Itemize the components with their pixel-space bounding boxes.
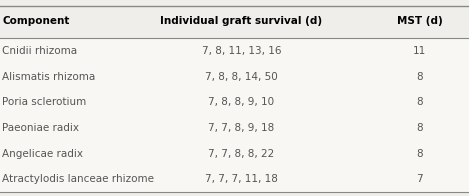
Bar bbox=[0, 38, 469, 64]
Text: 7, 8, 11, 13, 16: 7, 8, 11, 13, 16 bbox=[202, 46, 281, 56]
Text: MST (d): MST (d) bbox=[397, 15, 443, 26]
Text: 8: 8 bbox=[416, 97, 423, 107]
Text: Cnidii rhizoma: Cnidii rhizoma bbox=[2, 46, 77, 56]
Text: 8: 8 bbox=[416, 72, 423, 82]
Text: Paeoniae radix: Paeoniae radix bbox=[2, 123, 79, 133]
Text: Poria sclerotium: Poria sclerotium bbox=[2, 97, 87, 107]
Text: 8: 8 bbox=[416, 123, 423, 133]
Bar bbox=[0, 90, 469, 115]
Text: 7, 7, 8, 8, 22: 7, 7, 8, 8, 22 bbox=[208, 149, 275, 159]
Bar bbox=[0, 115, 469, 141]
Text: 8: 8 bbox=[416, 149, 423, 159]
Text: Individual graft survival (d): Individual graft survival (d) bbox=[160, 15, 323, 26]
Text: 7, 7, 7, 11, 18: 7, 7, 7, 11, 18 bbox=[205, 174, 278, 184]
Text: Angelicae radix: Angelicae radix bbox=[2, 149, 83, 159]
Text: Component: Component bbox=[2, 15, 70, 26]
Text: 7, 7, 8, 9, 18: 7, 7, 8, 9, 18 bbox=[208, 123, 275, 133]
Text: 7, 8, 8, 9, 10: 7, 8, 8, 9, 10 bbox=[209, 97, 274, 107]
Text: Atractylodis lanceae rhizome: Atractylodis lanceae rhizome bbox=[2, 174, 154, 184]
Text: 7: 7 bbox=[416, 174, 423, 184]
Bar bbox=[0, 64, 469, 90]
Text: 7, 8, 8, 14, 50: 7, 8, 8, 14, 50 bbox=[205, 72, 278, 82]
Bar bbox=[0, 141, 469, 166]
Text: Alismatis rhizoma: Alismatis rhizoma bbox=[2, 72, 96, 82]
Text: 11: 11 bbox=[413, 46, 426, 56]
Bar bbox=[0, 166, 469, 192]
